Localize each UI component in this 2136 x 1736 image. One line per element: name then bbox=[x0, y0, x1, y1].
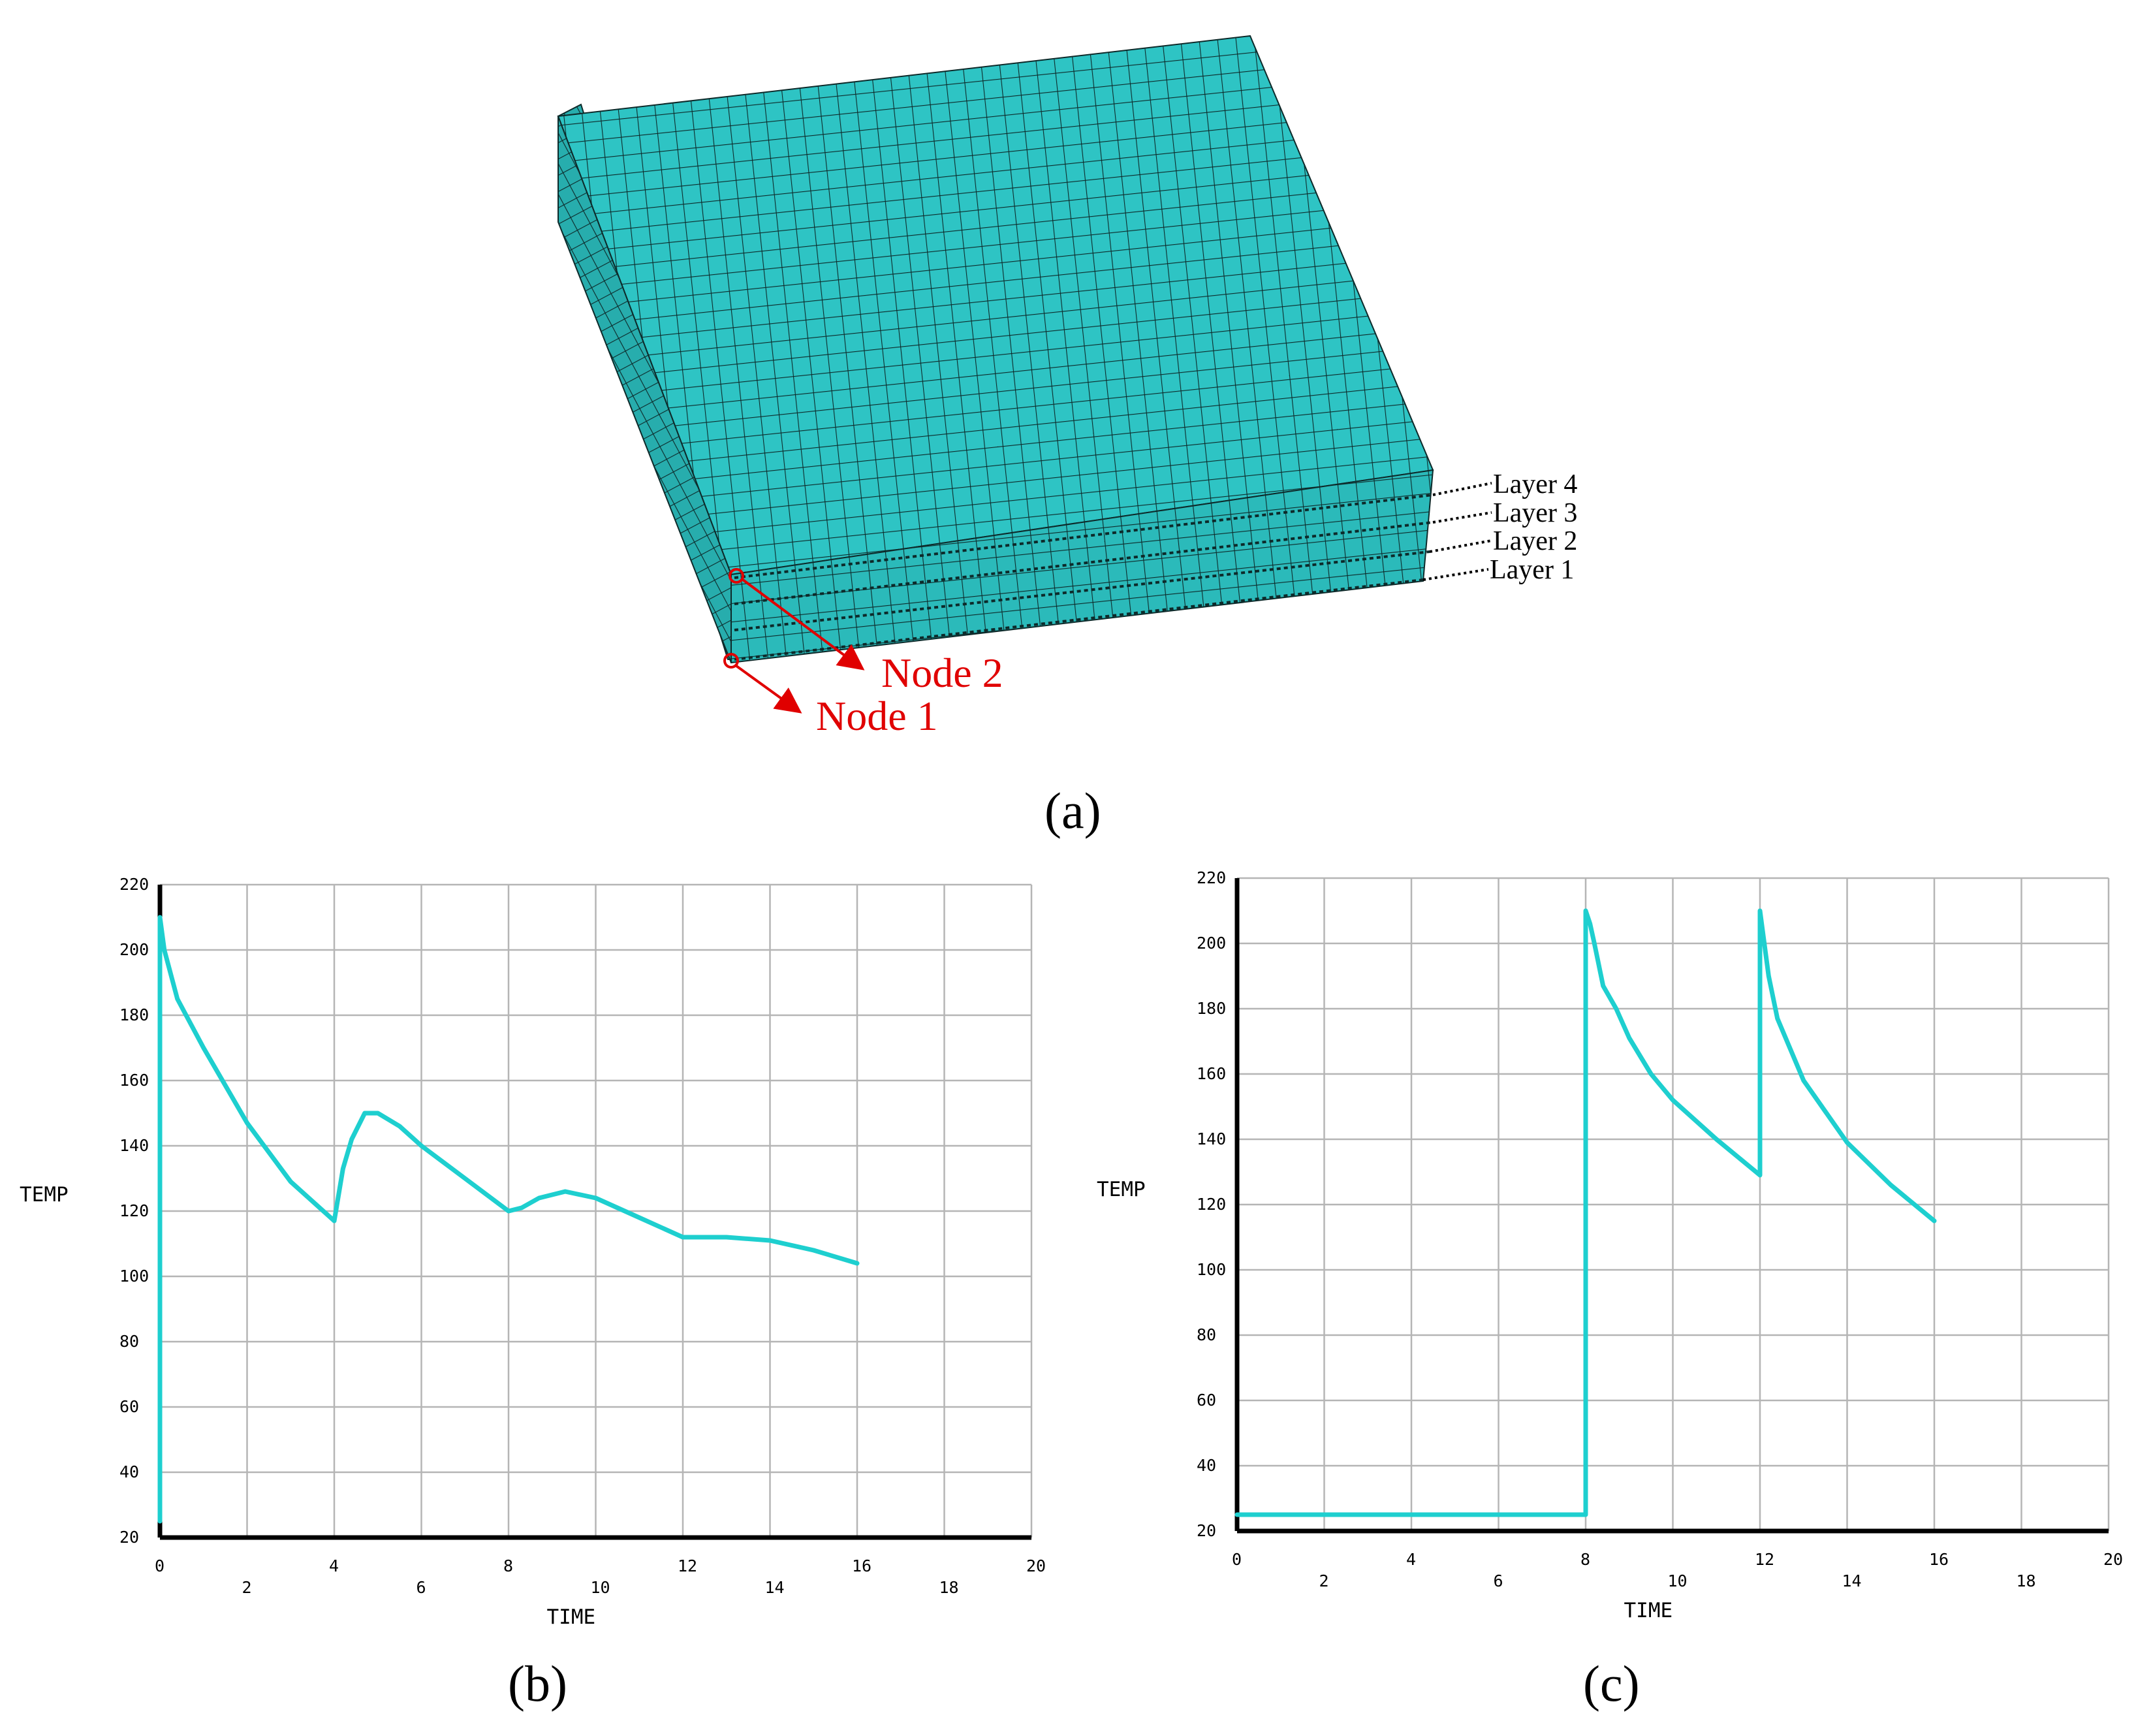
y-axis-label: TEMP bbox=[20, 1183, 69, 1207]
caption-c: (c) bbox=[1583, 1655, 1640, 1712]
x-tick-label: 20 bbox=[1026, 1556, 1046, 1575]
mesh-side-strip bbox=[558, 116, 732, 663]
layer-2-label: Layer 2 bbox=[1493, 526, 1577, 556]
y-tick-label: 20 bbox=[1197, 1521, 1216, 1540]
x-tick-label: 2 bbox=[1319, 1571, 1329, 1590]
y-tick-label: 20 bbox=[119, 1528, 139, 1547]
layer-leader-line bbox=[1432, 511, 1492, 524]
node-1-arrow bbox=[735, 665, 802, 714]
caption-b: (b) bbox=[508, 1655, 567, 1712]
node-2-arrow bbox=[742, 578, 865, 671]
x-tick-label: 14 bbox=[1842, 1571, 1862, 1590]
x-tick-label: 8 bbox=[503, 1556, 513, 1575]
mesh-figure: Layer 4 Layer 3 Layer 2 Layer 1 Node 2 N… bbox=[557, 35, 1577, 839]
y-tick-label: 60 bbox=[1197, 1391, 1216, 1410]
x-tick-label: 12 bbox=[1755, 1550, 1774, 1569]
layer-3-label: Layer 3 bbox=[1493, 498, 1577, 528]
y-tick-label: 220 bbox=[1197, 868, 1226, 887]
x-tick-label: 12 bbox=[678, 1556, 697, 1575]
node-2-marker bbox=[729, 568, 744, 584]
y-tick-label: 80 bbox=[119, 1332, 139, 1351]
node-1-label: Node 1 bbox=[816, 693, 938, 739]
y-tick-label: 160 bbox=[1197, 1064, 1226, 1083]
layer-leader-line bbox=[1422, 568, 1489, 581]
y-tick-label: 180 bbox=[119, 1005, 149, 1024]
temperature-series-line bbox=[157, 915, 860, 1524]
y-tick-label: 140 bbox=[119, 1136, 149, 1155]
y-tick-label: 220 bbox=[119, 875, 149, 894]
x-tick-label: 18 bbox=[939, 1578, 959, 1597]
y-tick-label: 40 bbox=[1197, 1456, 1216, 1475]
x-tick-label: 4 bbox=[1406, 1550, 1416, 1569]
y-tick-label: 100 bbox=[1197, 1260, 1226, 1279]
x-axis-label: TIME bbox=[547, 1605, 596, 1629]
node-1-marker bbox=[723, 653, 739, 669]
x-tick-label: 6 bbox=[1494, 1571, 1503, 1590]
x-tick-label: 10 bbox=[591, 1578, 610, 1597]
layer-boundary-line bbox=[734, 550, 1430, 631]
x-tick-label: 8 bbox=[1580, 1550, 1590, 1569]
x-tick-label: 4 bbox=[329, 1556, 339, 1575]
x-tick-label: 6 bbox=[416, 1578, 426, 1597]
x-tick-label: 0 bbox=[1232, 1550, 1242, 1569]
y-tick-label: 160 bbox=[119, 1071, 149, 1090]
x-tick-label: 16 bbox=[1929, 1550, 1949, 1569]
layer-1-label: Layer 1 bbox=[1490, 555, 1574, 585]
temperature-chart-b: 0 2 4 6 8 10 12 14 16 18 20 20 40 60 80 100 120 140 160 180… bbox=[20, 875, 1046, 1629]
layer-leader-line bbox=[1432, 482, 1492, 496]
y-axis-label: TEMP bbox=[1097, 1178, 1146, 1201]
y-tick-label: 200 bbox=[119, 940, 149, 959]
y-tick-label: 140 bbox=[1197, 1129, 1226, 1148]
layer-boundary-line bbox=[734, 494, 1434, 579]
x-tick-label: 18 bbox=[2017, 1571, 2036, 1590]
node-2-label: Node 2 bbox=[881, 650, 1003, 696]
y-tick-label: 120 bbox=[1197, 1195, 1226, 1214]
layer-boundary-line bbox=[734, 521, 1434, 605]
y-tick-label: 60 bbox=[119, 1397, 139, 1416]
layer-leader-line bbox=[1429, 539, 1492, 553]
x-axis-label: TIME bbox=[1624, 1599, 1673, 1622]
layer-4-label: Layer 4 bbox=[1493, 469, 1577, 499]
temperature-chart-c: 0 2 4 6 8 10 12 14 16 18 20 20 40 60 80 100 120 140 160 180… bbox=[1097, 868, 2123, 1622]
y-tick-label: 180 bbox=[1197, 999, 1226, 1018]
y-tick-label: 100 bbox=[119, 1267, 149, 1286]
y-tick-label: 200 bbox=[1197, 934, 1226, 953]
y-tick-label: 80 bbox=[1197, 1325, 1216, 1344]
x-tick-label: 14 bbox=[765, 1578, 785, 1597]
temperature-series-line bbox=[1234, 908, 1937, 1517]
x-tick-label: 10 bbox=[1668, 1571, 1688, 1590]
y-tick-label: 40 bbox=[119, 1462, 139, 1481]
x-tick-label: 16 bbox=[852, 1556, 872, 1575]
x-tick-label: 20 bbox=[2103, 1550, 2123, 1569]
x-tick-label: 2 bbox=[242, 1578, 252, 1597]
y-tick-label: 120 bbox=[119, 1201, 149, 1220]
caption-a: (a) bbox=[1044, 782, 1101, 839]
x-tick-label: 0 bbox=[155, 1556, 165, 1575]
